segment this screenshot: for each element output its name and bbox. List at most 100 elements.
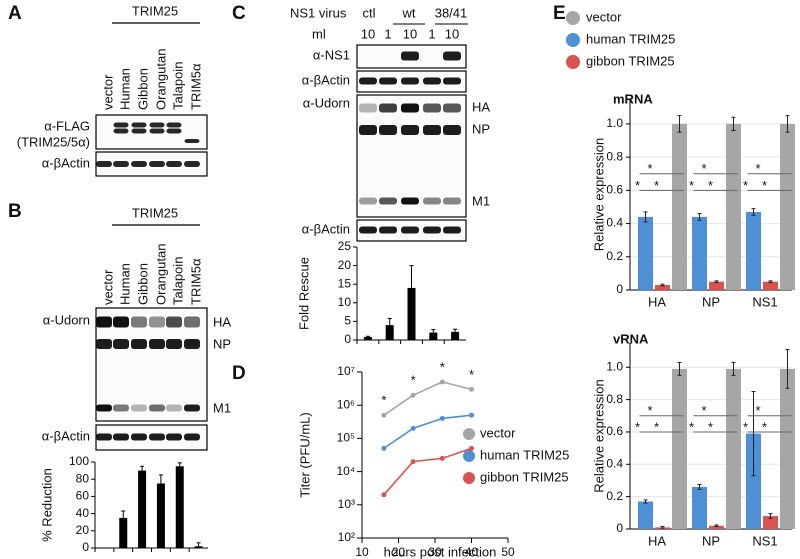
y-tick-label: 20: [338, 258, 352, 272]
y-tick-label: 0.6: [606, 424, 623, 438]
bar: [780, 123, 795, 290]
y-axis-label: Titer (PFU/mL): [297, 412, 312, 497]
y-tick-label: 0.4: [606, 456, 623, 470]
blot-band: [423, 125, 441, 135]
blot-band: [443, 125, 461, 135]
lane-label: Human: [117, 263, 132, 305]
y-tick-label: 0: [82, 540, 89, 554]
bar: [138, 470, 147, 548]
y-tick-label: 10⁶: [337, 397, 355, 411]
series-point: [469, 386, 474, 392]
blot-band: [166, 316, 182, 328]
series-point: [469, 412, 474, 418]
blot-band: [113, 404, 129, 412]
x-tick-label: 40: [465, 545, 479, 559]
significance-mark: *: [654, 178, 659, 193]
legend-swatch: [566, 55, 580, 69]
y-tick-label: 1.0: [606, 359, 623, 373]
blot-band: [113, 433, 129, 441]
blot-band: [96, 404, 112, 412]
bar: [451, 331, 460, 340]
blot-band: [131, 128, 147, 134]
series-point: [381, 492, 387, 498]
legend-swatch: [566, 11, 580, 25]
bar: [638, 501, 653, 529]
blot-band: [401, 103, 419, 113]
series-point: [439, 455, 445, 461]
bar: [780, 368, 795, 529]
blot-band: [113, 128, 129, 134]
blot-band: [166, 122, 182, 128]
series-point: [469, 445, 474, 451]
header-label: NS1 virus: [290, 5, 347, 20]
blot-band: [166, 339, 182, 349]
blot-band: [443, 226, 461, 234]
blot-band: [423, 226, 441, 234]
lane-label: Orangutan: [153, 244, 168, 305]
significance-mark: *: [755, 403, 760, 418]
blot-band: [379, 226, 397, 234]
antibody-label: α-Udorn: [303, 95, 350, 110]
series-point: [410, 392, 416, 398]
series-line: [383, 414, 472, 450]
blot-band: [184, 139, 200, 143]
panel-label: D: [232, 363, 246, 384]
blot-band: [131, 316, 147, 328]
x-tick-label: 10: [355, 545, 369, 559]
y-tick-label: 0: [616, 521, 623, 535]
bar: [407, 287, 416, 340]
blot-band: [359, 125, 377, 135]
significance-mark: *: [743, 178, 748, 193]
blot-band: [149, 433, 165, 441]
significance-mark: *: [701, 161, 706, 176]
blot-band: [359, 197, 377, 205]
blot-band: [401, 77, 419, 85]
significance-mark: *: [411, 373, 416, 388]
antibody-label: α-βActin: [42, 155, 90, 170]
bar: [638, 216, 653, 290]
y-tick-label: 0.8: [606, 149, 623, 163]
lane-label: Talapoin: [170, 62, 185, 110]
blot-band: [423, 197, 441, 205]
band-label: HA: [213, 314, 231, 329]
legend-swatch: [463, 450, 475, 462]
blot-band: [401, 197, 419, 205]
blot-band: [379, 197, 397, 205]
blot-band: [149, 316, 165, 328]
blot-band: [149, 339, 165, 349]
x-tick-label: NS1: [752, 294, 777, 309]
significance-mark: *: [689, 178, 694, 193]
lane-label: Gibbon: [135, 68, 150, 110]
blot-band: [131, 433, 147, 441]
antibody-label: α-βActin: [302, 72, 350, 87]
blot-band: [379, 125, 397, 135]
bar: [194, 546, 203, 548]
dose-label: 10: [403, 26, 417, 41]
x-tick-label: 20: [392, 545, 406, 559]
blot-band: [184, 433, 200, 441]
significance-mark: *: [708, 419, 713, 434]
bar: [709, 281, 724, 290]
dose-label: 1: [428, 26, 435, 41]
significance-mark: *: [762, 178, 767, 193]
lane-label: Talapoin: [170, 257, 185, 305]
x-tick-label: 50: [501, 545, 515, 559]
blot-band: [401, 226, 419, 234]
significance-mark: *: [647, 403, 652, 418]
significance-mark: *: [701, 403, 706, 418]
blot-band: [149, 128, 165, 134]
lane-label: TRIM5α: [188, 258, 203, 305]
bar: [119, 517, 128, 548]
blot-band: [96, 316, 112, 328]
blot-frame: [356, 94, 467, 218]
x-axis-label: hours post infection: [384, 544, 497, 559]
y-tick-label: 0.2: [606, 489, 623, 503]
blot-band: [184, 339, 200, 349]
y-tick-label: 1.0: [606, 116, 623, 130]
y-tick-label: 15: [338, 276, 352, 290]
blot-band: [131, 122, 147, 128]
legend-swatch: [463, 472, 475, 484]
y-tick-label: 100: [69, 454, 89, 468]
bar: [429, 332, 438, 340]
group-label: 38/41: [435, 5, 468, 20]
